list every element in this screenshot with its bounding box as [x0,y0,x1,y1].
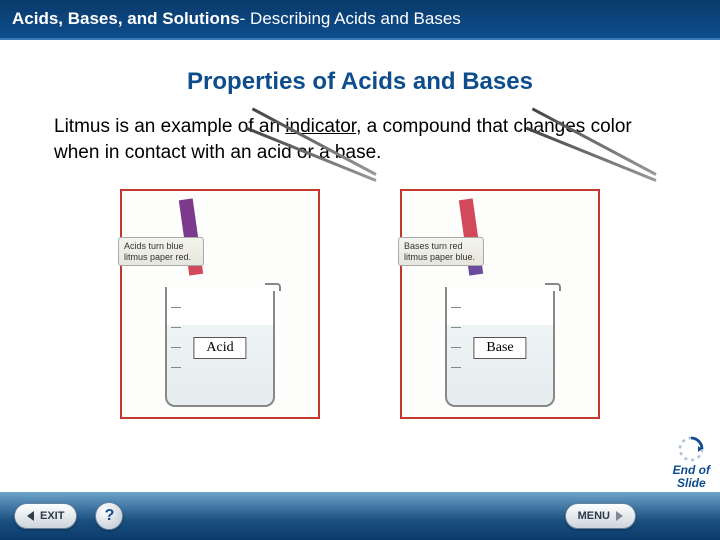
chevron-left-icon [27,511,34,521]
chevron-right-icon [616,511,623,521]
tweezers-icon [526,173,656,253]
base-panel: Bases turn red litmus paper blue. Base [400,189,600,419]
slide-header: Acids, Bases, and Solutions - Describing… [0,0,720,40]
beaker-label-acid: Acid [193,337,246,359]
acid-panel: Acids turn blue litmus paper red. Acid [120,189,320,419]
header-title-bold: Acids, Bases, and Solutions [12,9,240,29]
exit-label: EXIT [40,510,64,522]
footer-bar: EXIT ? MENU [0,492,720,540]
end-of-slide-icon [678,436,704,462]
end-line1: End of [673,464,710,477]
base-caption: Bases turn red litmus paper blue. [398,237,484,266]
acid-caption: Acids turn blue litmus paper red. [118,237,204,266]
beaker-base: Base [445,287,555,407]
help-button[interactable]: ? [95,502,123,530]
slide-title: Properties of Acids and Bases [0,68,720,96]
tweezers-icon [246,173,376,253]
menu-button[interactable]: MENU [565,503,636,529]
body-paragraph: Litmus is an example of an indicator, a … [54,114,666,165]
end-of-slide-marker: End of Slide [673,436,710,490]
beaker-acid: Acid [165,287,275,407]
header-title-sub: - Describing Acids and Bases [240,9,461,29]
menu-label: MENU [578,510,610,522]
help-icon: ? [105,507,115,525]
beaker-label-base: Base [473,337,526,359]
exit-button[interactable]: EXIT [14,503,77,529]
diagram-container: Acids turn blue litmus paper red. Acid B… [0,189,720,419]
end-line2: Slide [673,477,710,490]
body-pre: Litmus is an example of an [54,116,285,137]
